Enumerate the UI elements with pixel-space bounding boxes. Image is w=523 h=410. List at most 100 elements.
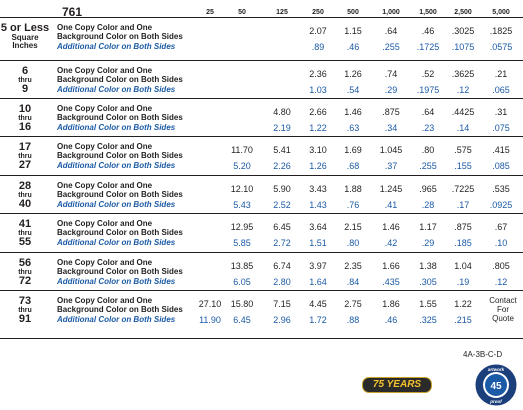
price-cell: 6.74: [273, 261, 291, 271]
additional-price-cell: .63: [346, 123, 360, 133]
additional-price-cell: .215: [454, 315, 472, 325]
description-line: Background Color on Both Sides: [57, 113, 183, 122]
additional-price-cell: 6.45: [233, 315, 251, 325]
additional-color-label: Additional Color on Both Sides: [57, 161, 176, 170]
price-cell: .7225: [451, 184, 475, 194]
seal-logo: 45 artwork proof: [474, 363, 518, 407]
price-cell: 13.85: [230, 261, 254, 271]
size-range-end: 9: [21, 83, 29, 95]
additional-price-cell: 6.05: [233, 277, 251, 287]
row-description: One Copy Color and One Background Color o…: [57, 23, 183, 41]
price-cell: .875: [454, 222, 472, 232]
additional-price-cell: .12: [456, 85, 470, 95]
price-cell: .4425: [451, 107, 475, 117]
additional-price-cell: .84: [346, 277, 360, 287]
additional-price-cell: 1.51: [309, 238, 327, 248]
additional-price-cell: 2.19: [273, 123, 291, 133]
additional-price-cell: .34: [384, 123, 398, 133]
size-range-start: 28: [18, 180, 32, 192]
additional-price-cell: .76: [346, 200, 360, 210]
row-divider: [0, 252, 523, 253]
price-cell: .1825: [489, 26, 513, 36]
size-range: 41 thru 55: [0, 219, 50, 248]
row-divider: [0, 213, 523, 214]
additional-price-cell: .305: [419, 277, 437, 287]
additional-price-cell: 1.26: [309, 161, 327, 171]
price-cell: .64: [421, 107, 435, 117]
description-line: Background Color on Both Sides: [57, 267, 183, 276]
description-line: One Copy Color and One: [57, 181, 153, 190]
price-cell: 12.10: [230, 184, 254, 194]
quantity-column-header: 1,500: [419, 9, 437, 16]
price-cell: 1.88: [344, 184, 362, 194]
quantity-column-header: 1,000: [382, 9, 400, 16]
additional-price-cell: 1.22: [309, 123, 327, 133]
price-cell: 1.26: [344, 69, 362, 79]
additional-price-cell: 2.96: [273, 315, 291, 325]
additional-price-cell: 2.26: [273, 161, 291, 171]
size-range: 10 thru 16: [0, 104, 50, 133]
size-range-start: 5 or Less: [0, 22, 50, 34]
price-cell: 2.15: [344, 222, 362, 232]
additional-price-cell: 5.20: [233, 161, 251, 171]
additional-price-cell: .89: [311, 42, 325, 52]
price-cell: .21: [494, 69, 508, 79]
price-cell: 3.10: [309, 145, 327, 155]
price-cell: 1.22: [454, 299, 472, 309]
size-range-start: 56: [18, 257, 32, 269]
additional-price-cell: .1075: [451, 42, 475, 52]
row-description: One Copy Color and One Background Color o…: [57, 66, 183, 84]
description-line: One Copy Color and One: [57, 258, 153, 267]
description-line: Background Color on Both Sides: [57, 305, 183, 314]
price-cell: 3.64: [309, 222, 327, 232]
price-cell: 1.86: [382, 299, 400, 309]
size-range-end: Inches: [12, 41, 38, 50]
additional-color-label: Additional Color on Both Sides: [57, 200, 176, 209]
price-cell: 4.45: [309, 299, 327, 309]
additional-price-cell: .325: [419, 315, 437, 325]
additional-price-cell: .155: [454, 161, 472, 171]
svg-text:artwork: artwork: [488, 367, 505, 372]
price-cell: 4.80: [273, 107, 291, 117]
price-cell: .3025: [451, 26, 475, 36]
additional-price-cell: 1.43: [309, 200, 327, 210]
size-range-separator: thru: [18, 307, 32, 314]
additional-price-cell: .29: [421, 238, 435, 248]
size-range-end: 55: [18, 236, 32, 248]
contact-for-quote: Contact For Quote: [483, 296, 523, 323]
price-cell: 5.41: [273, 145, 291, 155]
quantity-column-header: 2,500: [454, 9, 472, 16]
price-cell: .64: [384, 26, 398, 36]
additional-price-cell: .37: [384, 161, 398, 171]
size-range-end: 40: [18, 198, 32, 210]
price-cell: .575: [454, 145, 472, 155]
additional-price-cell: .0575: [489, 42, 513, 52]
price-cell: 27.10: [198, 299, 222, 309]
description-line: Background Color on Both Sides: [57, 190, 183, 199]
contact-text-line: Quote: [492, 314, 514, 323]
additional-color-label: Additional Color on Both Sides: [57, 85, 176, 94]
size-range-end: 72: [18, 275, 32, 287]
price-row: 17 thru 27 One Copy Color and One Background…: [0, 137, 523, 176]
price-cell: 1.17: [419, 222, 437, 232]
row-description: One Copy Color and One Background Color o…: [57, 219, 183, 237]
price-row: 5 or Less Square Inches One Copy Color and …: [0, 18, 523, 61]
quantity-column-header: 250: [312, 9, 324, 16]
price-cell: 1.245: [379, 184, 403, 194]
price-cell: 1.045: [379, 145, 403, 155]
row-description: One Copy Color and One Background Color o…: [57, 181, 183, 199]
size-range: 5 or Less Square Inches: [0, 23, 50, 50]
additional-price-cell: .1725: [416, 42, 440, 52]
price-cell: 7.15: [273, 299, 291, 309]
additional-price-cell: 2.52: [273, 200, 291, 210]
additional-price-cell: .23: [421, 123, 435, 133]
price-cell: 3.97: [309, 261, 327, 271]
row-divider: [0, 338, 523, 339]
size-range-end: 91: [18, 313, 32, 325]
price-cell: 15.80: [230, 299, 254, 309]
additional-price-cell: 5.43: [233, 200, 251, 210]
description-line: Background Color on Both Sides: [57, 228, 183, 237]
size-range-start: 6: [21, 65, 29, 77]
price-cell: 2.66: [309, 107, 327, 117]
additional-price-cell: .1975: [416, 85, 440, 95]
